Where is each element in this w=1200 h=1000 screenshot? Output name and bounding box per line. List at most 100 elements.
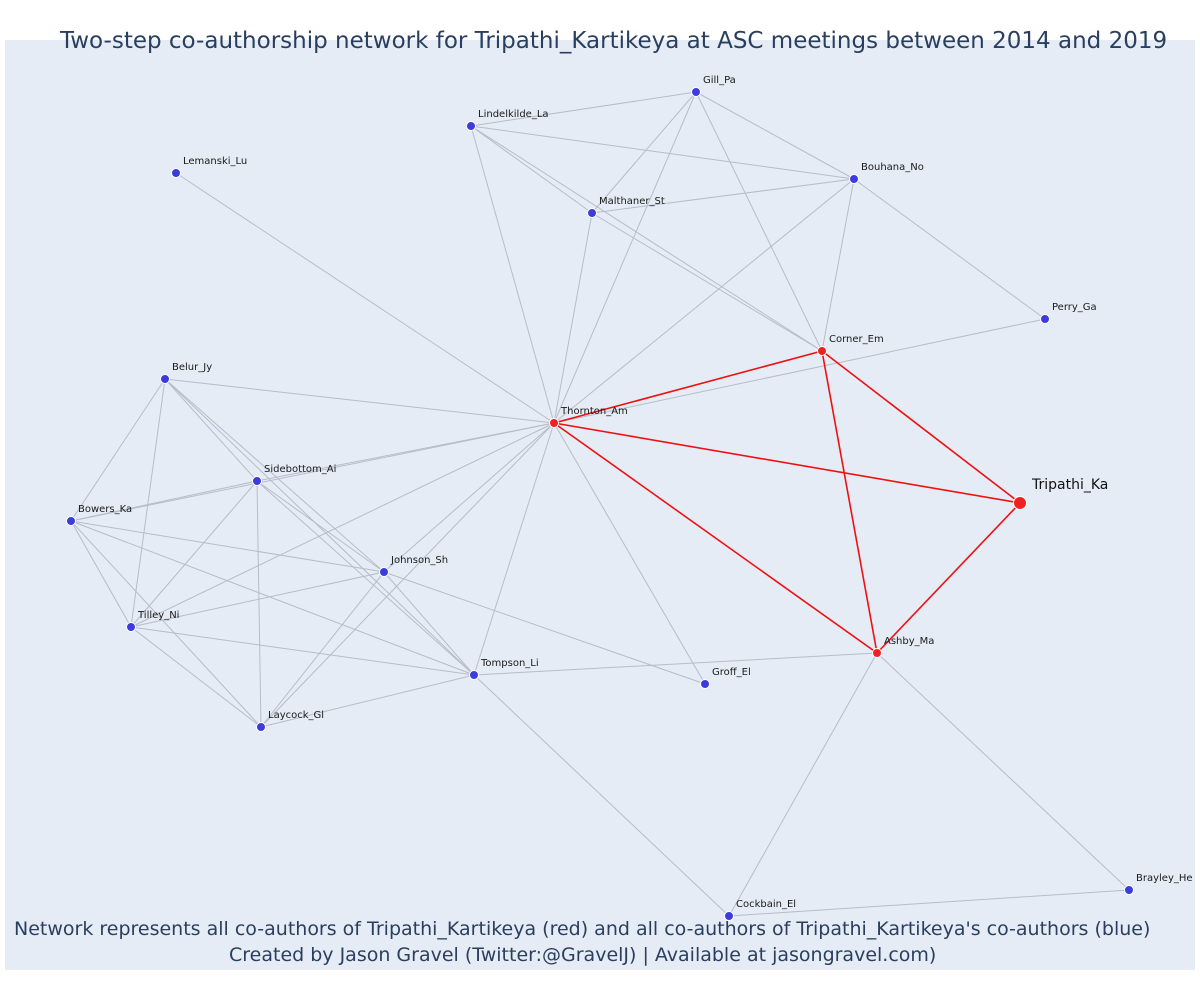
edge-belur-jy-johnson-sh xyxy=(164,378,385,573)
edge-tilley-ni-johnson-sh xyxy=(130,571,385,628)
edge-bowers-ka-tilley-ni xyxy=(70,520,132,628)
node-ashby-ma[interactable] xyxy=(872,648,882,658)
edge-thornton-am-malthaner-st xyxy=(553,212,593,424)
node-label-thornton-am: Thornton_Am xyxy=(560,406,628,417)
edge-ashby-ma-brayley-he xyxy=(876,652,1130,891)
edge-thornton-am-johnson-sh xyxy=(383,422,555,573)
node-label-laycock-gl: Laycock_Gl xyxy=(268,710,324,721)
edge-tripathi-ka-ashby-ma xyxy=(876,502,1021,654)
node-label-tilley-ni: Tilley_Ni xyxy=(137,610,179,621)
node-label-corner-em: Corner_Em xyxy=(829,334,884,345)
edge-gill-pa-bouhana-no xyxy=(695,91,855,180)
edge-ashby-ma-tompson-li xyxy=(473,652,878,676)
nodes-layer xyxy=(66,87,1134,921)
edge-sidebottom-ai-laycock-gl xyxy=(256,480,262,728)
edge-johnson-sh-tompson-li xyxy=(383,571,475,676)
edge-thornton-am-corner-em xyxy=(553,350,823,424)
node-label-cockbain-el: Cockbain_El xyxy=(736,899,796,910)
node-label-bouhana-no: Bouhana_No xyxy=(861,162,924,173)
node-laycock-gl[interactable] xyxy=(256,722,266,732)
edge-malthaner-st-bouhana-no xyxy=(591,178,855,214)
edge-sidebottom-ai-johnson-sh xyxy=(256,480,385,573)
edge-thornton-am-lemanski-lu xyxy=(175,172,555,424)
edge-thornton-am-laycock-gl xyxy=(260,422,555,728)
node-groff-el[interactable] xyxy=(700,679,710,689)
edge-gill-pa-lindelkilde-la xyxy=(470,91,697,127)
node-thornton-am[interactable] xyxy=(549,418,559,428)
edge-tompson-li-cockbain-el xyxy=(473,674,730,917)
node-malthaner-st[interactable] xyxy=(587,208,597,218)
node-label-tompson-li: Tompson_Li xyxy=(480,658,539,669)
edge-bowers-ka-laycock-gl xyxy=(70,520,262,728)
node-gill-pa[interactable] xyxy=(691,87,701,97)
edge-tripathi-ka-thornton-am xyxy=(553,422,1021,504)
node-tompson-li[interactable] xyxy=(469,670,479,680)
node-label-malthaner-st: Malthaner_St xyxy=(599,196,665,207)
node-corner-em[interactable] xyxy=(817,346,827,356)
node-perry-ga[interactable] xyxy=(1040,314,1050,324)
edge-cockbain-el-brayley-he xyxy=(728,889,1130,917)
edge-thornton-am-tompson-li xyxy=(473,422,555,676)
node-label-sidebottom-ai: Sidebottom_Ai xyxy=(264,464,336,475)
node-lindelkilde-la[interactable] xyxy=(466,121,476,131)
edge-sidebottom-ai-tompson-li xyxy=(256,480,475,676)
node-label-bowers-ka: Bowers_Ka xyxy=(78,504,132,515)
node-tripathi-ka[interactable] xyxy=(1013,496,1027,510)
node-belur-jy[interactable] xyxy=(160,374,170,384)
edge-lindelkilde-la-malthaner-st xyxy=(470,125,593,214)
edge-thornton-am-bowers-ka xyxy=(70,422,555,522)
edge-corner-em-lindelkilde-la xyxy=(470,125,823,352)
node-label-brayley-he: Brayley_He xyxy=(1136,873,1193,884)
edge-thornton-am-lindelkilde-la xyxy=(470,125,555,424)
edge-bowers-ka-johnson-sh xyxy=(70,520,385,573)
node-label-perry-ga: Perry_Ga xyxy=(1052,302,1097,313)
edge-bouhana-no-perry-ga xyxy=(853,178,1046,320)
edge-johnson-sh-groff-el xyxy=(383,571,706,685)
node-cockbain-el[interactable] xyxy=(724,911,734,921)
edge-belur-jy-sidebottom-ai xyxy=(164,378,258,482)
edge-belur-jy-tompson-li xyxy=(164,378,475,676)
edge-corner-em-ashby-ma xyxy=(821,350,878,654)
edge-corner-em-malthaner-st xyxy=(591,212,823,352)
edge-sidebottom-ai-bowers-ka xyxy=(70,480,258,522)
caption-line-1: Network represents all co-authors of Tri… xyxy=(14,918,1151,940)
edge-tompson-li-laycock-gl xyxy=(260,674,475,728)
node-sidebottom-ai[interactable] xyxy=(252,476,262,486)
node-label-lindelkilde-la: Lindelkilde_La xyxy=(478,109,549,120)
node-label-johnson-sh: Johnson_Sh xyxy=(390,555,448,566)
edge-thornton-am-tilley-ni xyxy=(130,422,555,628)
node-tilley-ni[interactable] xyxy=(126,622,136,632)
edge-belur-jy-tilley-ni xyxy=(130,378,166,628)
node-label-lemanski-lu: Lemanski_Lu xyxy=(183,156,247,167)
edge-belur-jy-bowers-ka xyxy=(70,378,166,522)
node-johnson-sh[interactable] xyxy=(379,567,389,577)
node-label-tripathi-ka: Tripathi_Ka xyxy=(1031,477,1108,493)
edge-tilley-ni-laycock-gl xyxy=(130,626,262,728)
edge-johnson-sh-laycock-gl xyxy=(260,571,385,728)
edge-gill-pa-malthaner-st xyxy=(591,91,697,214)
labels-layer: Tripathi_Ka Thornton_Am Corner_Em Ashby_Ma G… xyxy=(78,75,1193,910)
plot-area xyxy=(5,40,1195,970)
node-bowers-ka[interactable] xyxy=(66,516,76,526)
chart-title: Two-step co-authorship network for Tripa… xyxy=(60,28,1168,54)
edge-thornton-am-belur-jy xyxy=(164,378,555,424)
edge-thornton-am-perry-ga xyxy=(553,318,1046,424)
node-label-ashby-ma: Ashby_Ma xyxy=(884,636,934,647)
edge-lindelkilde-la-bouhana-no xyxy=(470,125,855,180)
edge-corner-em-bouhana-no xyxy=(821,178,855,352)
edge-thornton-am-groff-el xyxy=(553,422,706,685)
edge-thornton-am-bouhana-no xyxy=(553,178,855,424)
node-label-belur-jy: Belur_Jy xyxy=(172,362,212,373)
edge-thornton-am-gill-pa xyxy=(553,91,697,424)
caption-line-2: Created by Jason Gravel (Twitter:@Gravel… xyxy=(229,944,937,966)
edge-ashby-ma-cockbain-el xyxy=(728,652,878,917)
edge-corner-em-gill-pa xyxy=(695,91,823,352)
node-bouhana-no[interactable] xyxy=(849,174,859,184)
node-brayley-he[interactable] xyxy=(1124,885,1134,895)
edge-tilley-ni-tompson-li xyxy=(130,626,475,676)
node-label-groff-el: Groff_El xyxy=(712,667,751,678)
edge-tripathi-ka-corner-em xyxy=(821,350,1021,504)
node-lemanski-lu[interactable] xyxy=(171,168,181,178)
edge-thornton-am-ashby-ma xyxy=(553,422,878,654)
